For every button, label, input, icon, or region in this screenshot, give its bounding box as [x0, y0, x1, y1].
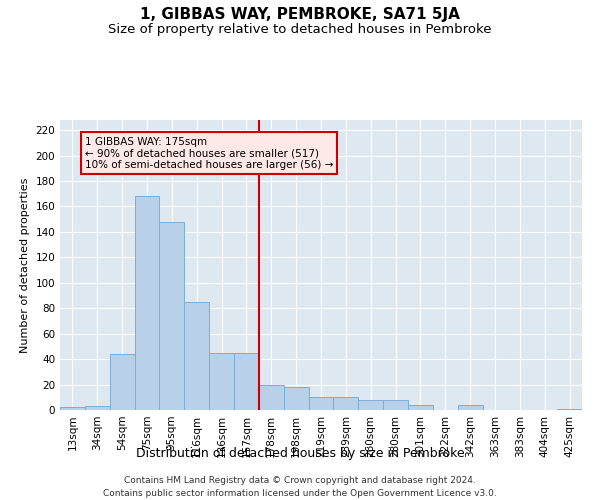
Text: 1 GIBBAS WAY: 175sqm
← 90% of detached houses are smaller (517)
10% of semi-deta: 1 GIBBAS WAY: 175sqm ← 90% of detached h…	[85, 136, 333, 170]
Y-axis label: Number of detached properties: Number of detached properties	[20, 178, 30, 352]
Bar	[234, 353, 259, 410]
Bar	[85, 406, 110, 410]
Text: 1, GIBBAS WAY, PEMBROKE, SA71 5JA: 1, GIBBAS WAY, PEMBROKE, SA71 5JA	[140, 8, 460, 22]
Bar	[259, 384, 284, 410]
Bar	[383, 400, 408, 410]
Bar	[557, 408, 582, 410]
Bar	[284, 387, 308, 410]
Text: Contains HM Land Registry data © Crown copyright and database right 2024.
Contai: Contains HM Land Registry data © Crown c…	[103, 476, 497, 498]
Bar	[160, 222, 184, 410]
Bar	[60, 408, 85, 410]
Bar	[458, 405, 482, 410]
Text: Distribution of detached houses by size in Pembroke: Distribution of detached houses by size …	[136, 448, 464, 460]
Bar	[184, 302, 209, 410]
Bar	[334, 398, 358, 410]
Bar	[308, 398, 334, 410]
Bar	[358, 400, 383, 410]
Text: Size of property relative to detached houses in Pembroke: Size of property relative to detached ho…	[108, 22, 492, 36]
Bar	[408, 405, 433, 410]
Bar	[110, 354, 134, 410]
Bar	[134, 196, 160, 410]
Bar	[209, 353, 234, 410]
